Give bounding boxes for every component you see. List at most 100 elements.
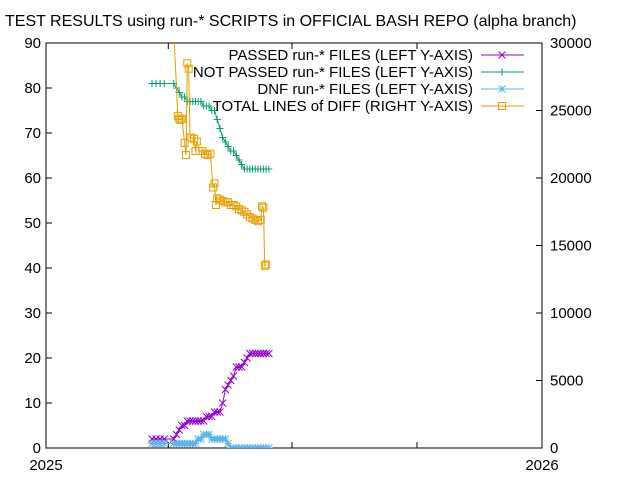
data-point bbox=[178, 421, 186, 430]
left-tick-label: 70 bbox=[24, 125, 41, 142]
data-point bbox=[245, 213, 254, 222]
legend-label: TOTAL LINES of DIFF (RIGHT Y-AXIS) bbox=[213, 98, 473, 115]
data-point bbox=[198, 147, 207, 155]
data-point bbox=[192, 137, 201, 146]
data-point bbox=[202, 412, 211, 421]
data-point bbox=[215, 195, 224, 204]
legend-item: PASSED run-* FILES (LEFT Y-AXIS) bbox=[228, 47, 524, 64]
legend: PASSED run-* FILES (LEFT Y-AXIS)NOT PASS… bbox=[193, 47, 524, 115]
data-point bbox=[221, 138, 229, 146]
series-1 bbox=[148, 349, 273, 443]
data-point bbox=[234, 205, 243, 214]
data-point bbox=[265, 165, 273, 173]
data-point bbox=[218, 399, 227, 407]
data-point bbox=[160, 439, 169, 448]
right-tick-label: 10000 bbox=[550, 305, 592, 322]
data-point bbox=[229, 372, 238, 380]
left-tick-label: 30 bbox=[24, 305, 41, 322]
data-point bbox=[203, 151, 212, 160]
data-point bbox=[213, 194, 222, 203]
data-point bbox=[237, 206, 246, 215]
series-4 bbox=[173, 43, 271, 270]
data-point bbox=[235, 363, 243, 371]
legend-item: TOTAL LINES of DIFF (RIGHT Y-AXIS) bbox=[213, 98, 524, 115]
legend-swatch-marker bbox=[498, 51, 506, 59]
data-point bbox=[251, 215, 260, 224]
data-point bbox=[243, 354, 251, 362]
legend-item: NOT PASSED run-* FILES (LEFT Y-AXIS) bbox=[193, 64, 524, 81]
data-point bbox=[194, 417, 203, 425]
legend-swatch-marker bbox=[498, 68, 506, 76]
legend-swatch-marker bbox=[498, 85, 506, 93]
legend-label: NOT PASSED run-* FILES (LEFT Y-AXIS) bbox=[193, 64, 473, 81]
left-y-axis: 0 10 20 30 40 50 60 70 80 90 bbox=[24, 35, 52, 457]
data-point bbox=[184, 64, 193, 73]
data-point bbox=[183, 59, 192, 68]
data-point bbox=[205, 412, 213, 421]
chart-title: TEST RESULTS using run-* SCRIPTS in OFFI… bbox=[5, 13, 576, 30]
data-point bbox=[224, 143, 232, 150]
data-point bbox=[224, 381, 232, 389]
data-point bbox=[176, 115, 185, 124]
data-point bbox=[265, 444, 273, 448]
data-point bbox=[187, 133, 196, 142]
data-point bbox=[210, 408, 219, 416]
data-point bbox=[197, 98, 205, 105]
data-point bbox=[245, 349, 254, 358]
data-point bbox=[172, 430, 181, 439]
data-point bbox=[226, 376, 235, 385]
data-point bbox=[190, 134, 199, 143]
data-point bbox=[180, 138, 189, 147]
data-point bbox=[183, 417, 192, 425]
data-point bbox=[160, 80, 168, 87]
legend-label: PASSED run-* FILES (LEFT Y-AXIS) bbox=[228, 47, 473, 64]
data-point bbox=[259, 203, 268, 212]
right-tick-label: 0 bbox=[550, 440, 558, 457]
data-point bbox=[209, 183, 218, 192]
data-point bbox=[219, 134, 227, 141]
data-point bbox=[258, 202, 267, 211]
data-point bbox=[213, 116, 221, 123]
data-point bbox=[191, 417, 200, 425]
data-point bbox=[232, 363, 241, 371]
series-line bbox=[152, 353, 269, 440]
data-point bbox=[248, 349, 257, 358]
data-point bbox=[256, 215, 265, 224]
left-tick-label: 90 bbox=[24, 35, 41, 52]
left-tick-label: 40 bbox=[24, 260, 41, 277]
data-point bbox=[254, 349, 262, 358]
data-point bbox=[175, 426, 184, 434]
data-point bbox=[181, 151, 190, 160]
data-point bbox=[229, 201, 238, 209]
x-tick-label: 2026 bbox=[525, 457, 558, 474]
data-point bbox=[180, 421, 189, 430]
data-point bbox=[211, 107, 219, 114]
data-point bbox=[199, 417, 208, 425]
left-tick-label: 10 bbox=[24, 395, 41, 412]
data-point bbox=[224, 198, 233, 207]
legend-label: DNF run-* FILES (LEFT Y-AXIS) bbox=[257, 81, 473, 98]
data-point bbox=[253, 217, 262, 226]
data-point bbox=[251, 349, 260, 358]
legend-swatch-marker bbox=[498, 102, 506, 110]
data-point bbox=[210, 179, 219, 188]
left-tick-label: 60 bbox=[24, 170, 41, 187]
data-point bbox=[230, 147, 238, 155]
left-tick-label: 20 bbox=[24, 350, 41, 367]
right-tick-label: 25000 bbox=[550, 103, 592, 120]
data-point bbox=[207, 412, 216, 421]
series-group bbox=[148, 43, 273, 448]
right-tick-label: 30000 bbox=[550, 35, 592, 52]
data-point bbox=[173, 111, 182, 120]
data-point bbox=[216, 125, 224, 132]
right-tick-label: 15000 bbox=[550, 238, 592, 255]
data-point bbox=[232, 152, 240, 159]
data-point bbox=[216, 408, 224, 416]
right-tick-label: 5000 bbox=[550, 373, 583, 390]
data-point bbox=[188, 417, 197, 425]
data-point bbox=[262, 260, 271, 269]
data-point bbox=[197, 417, 205, 425]
series-line bbox=[173, 43, 267, 268]
series-3 bbox=[148, 430, 273, 448]
